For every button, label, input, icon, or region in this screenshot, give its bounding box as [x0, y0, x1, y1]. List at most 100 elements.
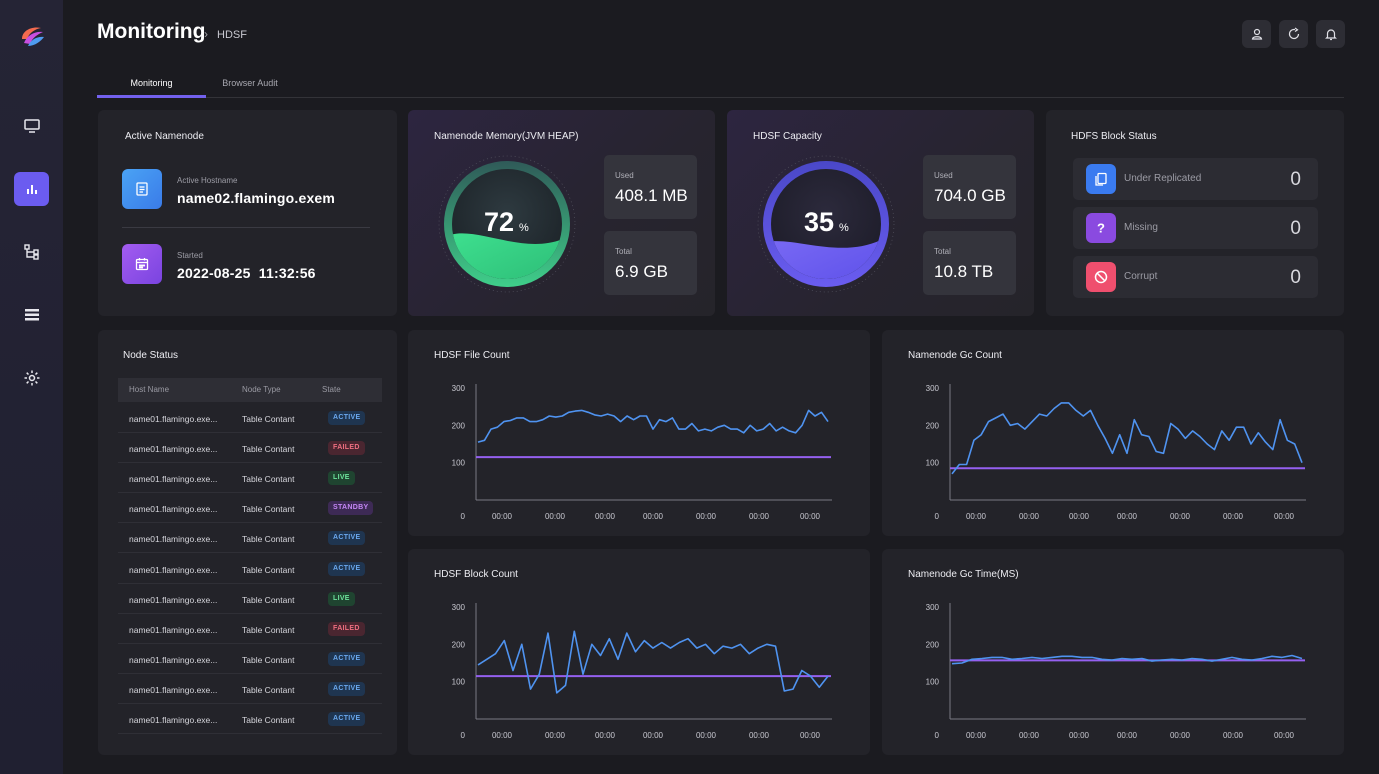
table-row[interactable]: name01.flamingo.exe... Table Contant STAND…	[118, 493, 382, 524]
gc-time-xtick-label: 00:00	[1117, 731, 1138, 740]
tabs-divider	[97, 97, 1344, 98]
gc-count-xtick-label: 00:00	[1274, 512, 1295, 521]
bell-icon	[1324, 29, 1337, 41]
nav-chart-icon[interactable]	[14, 172, 49, 206]
under-replicated-row[interactable]: Under Replicated 0	[1073, 158, 1318, 200]
block-count-ytick-label: 200	[452, 640, 466, 649]
memory-total-value: 6.9 GB	[615, 262, 668, 281]
gc-count-ytick-label: 200	[926, 421, 940, 430]
tab-monitoring[interactable]: Monitoring	[130, 78, 173, 88]
started-label: Started	[177, 251, 203, 260]
cell-host-name: name01.flamingo.exe...	[129, 504, 218, 515]
cell-node-type: Table Contant	[242, 444, 295, 455]
hostname-icon	[122, 169, 162, 209]
col-host-name[interactable]: Host Name	[129, 385, 170, 394]
table-row[interactable]: name01.flamingo.exe... Table Contant ACTIV…	[118, 704, 382, 734]
table-row[interactable]: name01.flamingo.exe... Table Contant ACTIV…	[118, 523, 382, 554]
gc-count-xtick-label: 00:00	[1069, 512, 1090, 521]
active-namenode-title: Active Namenode	[125, 131, 204, 142]
nav-monitor-icon[interactable]	[14, 109, 49, 143]
hdsf-capacity-title: HDSF Capacity	[753, 131, 822, 142]
breadcrumb[interactable]: HDSF	[217, 29, 247, 41]
capacity-used-box: Used 704.0 GB	[923, 155, 1016, 219]
block-count-title: HDSF Block Count	[434, 569, 518, 580]
block-count-ytick-label: 100	[452, 678, 466, 687]
tab-browser-audit[interactable]: Browser Audit	[222, 78, 278, 88]
gc-count-xtick-label: 00:00	[1019, 512, 1040, 521]
table-row[interactable]: name01.flamingo.exe... Table Contant LIVE	[118, 584, 382, 614]
started-value: 2022-08-25 11:32:56	[177, 265, 316, 281]
block-count-xtick-label: 00:00	[545, 731, 566, 740]
gc-time-xtick-label: 00:00	[966, 731, 987, 740]
gc-time-series-line	[951, 654, 1303, 665]
capacity-total-box: Total 10.8 TB	[923, 231, 1016, 295]
gc-time-ytick-label: 200	[926, 640, 940, 649]
file-count-series-line	[477, 409, 829, 443]
missing-row[interactable]: ? Missing 0	[1073, 207, 1318, 249]
table-row[interactable]: name01.flamingo.exe... Table Contant FAILE…	[118, 614, 382, 644]
table-row[interactable]: name01.flamingo.exe... Table Contant FAILE…	[118, 433, 382, 464]
cell-host-name: name01.flamingo.exe...	[129, 715, 218, 725]
breadcrumb-separator: ›	[204, 27, 208, 41]
file-count-xtick-label: 00:00	[643, 512, 664, 521]
corrupt-count: 0	[1290, 267, 1301, 288]
block-count-xtick-label: 00:00	[595, 731, 616, 740]
col-node-type[interactable]: Node Type	[242, 385, 281, 394]
gc-count-xtick-label: 00:00	[1117, 512, 1138, 521]
cell-host-name: name01.flamingo.exe...	[129, 414, 218, 424]
gc-time-xtick-label: 00:00	[1274, 731, 1295, 740]
nav-settings-icon[interactable]	[14, 361, 49, 395]
cell-host-name: name01.flamingo.exe...	[129, 564, 218, 575]
file-count-ytick-label: 0	[461, 512, 466, 521]
gc-time-card	[882, 549, 1344, 755]
file-count-xtick-label: 00:00	[800, 512, 821, 521]
cell-node-type: Table Contant	[242, 684, 295, 695]
cell-node-type: Table Contant	[242, 564, 295, 575]
app-logo[interactable]	[19, 25, 45, 47]
block-count-xtick-label: 00:00	[749, 731, 770, 740]
state-badge: FAILED	[328, 441, 365, 456]
copy-icon	[1086, 164, 1116, 194]
cell-node-type: Table Contant	[242, 715, 295, 725]
gc-count-card	[882, 330, 1344, 536]
block-count-ytick-label: 0	[461, 731, 466, 740]
hostname-label: Active Hostname	[177, 176, 238, 185]
gc-count-xtick-label: 00:00	[1170, 512, 1191, 521]
capacity-gauge-fill	[771, 236, 881, 279]
cell-node-type: Table Contant	[242, 414, 295, 424]
file-count-xtick-label: 00:00	[492, 512, 513, 521]
gc-count-series-line	[951, 402, 1303, 475]
col-state[interactable]: State	[322, 385, 341, 394]
missing-label: Missing	[1124, 222, 1158, 233]
block-count-xtick-label: 00:00	[800, 731, 821, 740]
user-button[interactable]	[1242, 20, 1271, 48]
state-badge: ACTIVE	[328, 561, 366, 576]
nav-hierarchy-icon[interactable]	[14, 235, 49, 269]
file-count-ytick-label: 100	[452, 459, 466, 468]
table-row[interactable]: name01.flamingo.exe... Table Contant ACTIV…	[118, 674, 382, 704]
refresh-icon	[1288, 27, 1299, 40]
capacity-percent-sign: %	[839, 222, 849, 234]
state-badge: ACTIVE	[328, 531, 366, 546]
blocked-icon	[1086, 262, 1116, 292]
cell-host-name: name01.flamingo.exe...	[129, 534, 218, 545]
cell-node-type: Table Contant	[242, 474, 295, 485]
gc-time-title: Namenode Gc Time(MS)	[908, 569, 1019, 580]
corrupt-row[interactable]: Corrupt 0	[1073, 256, 1318, 298]
table-row[interactable]: name01.flamingo.exe... Table Contant LIVE	[118, 463, 382, 494]
nav-list-icon[interactable]	[14, 298, 49, 332]
capacity-used-label: Used	[934, 171, 953, 180]
page-title: Monitoring	[97, 20, 206, 43]
state-badge: STANDBY	[328, 501, 374, 516]
refresh-button[interactable]	[1279, 20, 1308, 48]
cell-host-name: name01.flamingo.exe...	[129, 684, 218, 695]
gc-time-xtick-label: 00:00	[1069, 731, 1090, 740]
memory-used-box: Used 408.1 MB	[604, 155, 697, 219]
file-count-ytick-label: 200	[452, 421, 466, 430]
table-row[interactable]: name01.flamingo.exe... Table Contant ACTIV…	[118, 554, 382, 584]
table-row[interactable]: name01.flamingo.exe... Table Contant ACTIV…	[118, 403, 382, 433]
sidebar	[0, 0, 63, 774]
table-row[interactable]: name01.flamingo.exe... Table Contant ACTIV…	[118, 644, 382, 674]
gc-count-ytick-label: 0	[935, 512, 940, 521]
notification-button[interactable]	[1316, 20, 1345, 48]
